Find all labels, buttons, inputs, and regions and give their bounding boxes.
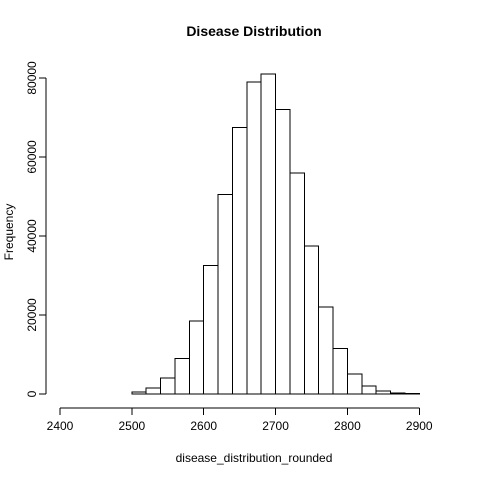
- bars-layer: [131, 73, 420, 395]
- histogram-bar: [188, 320, 205, 395]
- x-axis-tick-label: 2600: [190, 419, 217, 433]
- y-axis: 0 20000 40000 60000 80000: [25, 61, 47, 397]
- histogram-bar: [275, 109, 291, 395]
- histogram-bar: [318, 306, 334, 395]
- chart-title: Disease Distribution: [186, 23, 321, 39]
- y-axis-tick-label: 0: [25, 390, 39, 397]
- x-axis-tick-label: 2900: [406, 419, 433, 433]
- histogram-bar: [260, 73, 277, 395]
- histogram-bar: [203, 265, 219, 395]
- histogram-bar: [145, 387, 162, 395]
- histogram-bar: [390, 392, 406, 395]
- histogram-bar: [375, 390, 392, 395]
- histogram-bar: [131, 391, 147, 395]
- y-axis-tick-label: 20000: [25, 298, 39, 332]
- y-axis-label: Frequency: [2, 204, 16, 261]
- x-axis-tick-label: 2500: [119, 419, 146, 433]
- x-axis-tick-label: 2400: [47, 419, 74, 433]
- histogram-bar: [174, 357, 190, 395]
- y-axis-tick-label: 80000: [25, 61, 39, 95]
- histogram-bar: [303, 245, 320, 395]
- x-axis-tick-label: 2800: [334, 419, 361, 433]
- histogram-bar: [160, 377, 176, 395]
- histogram-bar: [361, 385, 377, 395]
- x-axis-tick-label: 2700: [262, 419, 289, 433]
- x-axis: 2400 2500 2600 2700 2800 2900: [47, 407, 433, 433]
- histogram-bar: [246, 81, 262, 395]
- histogram-bar: [289, 172, 305, 395]
- histogram-bar: [346, 373, 363, 395]
- y-axis-tick-label: 60000: [25, 140, 39, 174]
- y-axis-tick-label: 40000: [25, 219, 39, 253]
- histogram-bar: [231, 126, 248, 395]
- histogram-bar: [217, 193, 233, 395]
- histogram-bar: [332, 348, 348, 395]
- x-axis-label: disease_distribution_rounded: [176, 451, 333, 465]
